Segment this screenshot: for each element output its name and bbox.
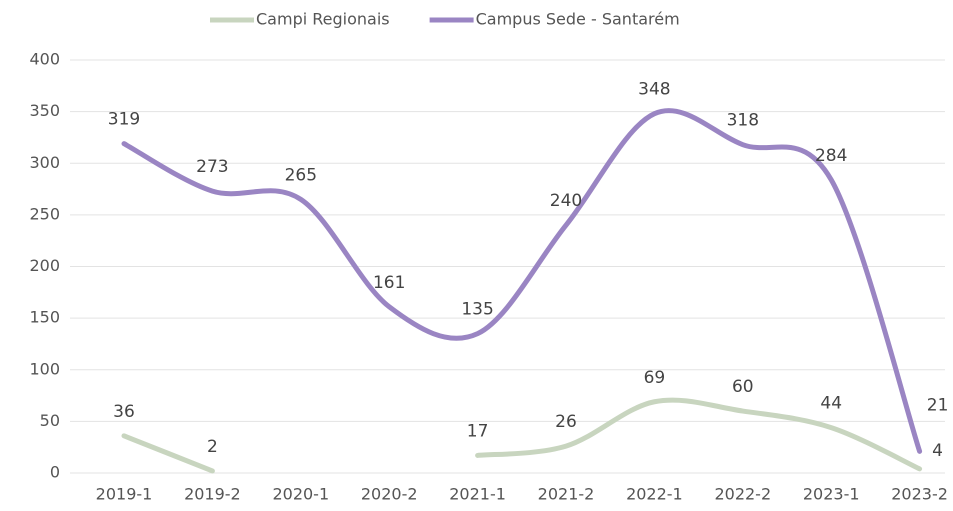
x-tick-label: 2020-1: [272, 485, 329, 504]
data-label: 318: [727, 111, 759, 131]
series-line: [121, 108, 923, 454]
x-tick-label: 2021-1: [449, 485, 506, 504]
y-tick-label: 350: [29, 101, 60, 120]
legend-label: Campi Regionais: [256, 10, 390, 29]
y-tick-label: 400: [29, 50, 60, 69]
data-label: 161: [373, 273, 405, 293]
data-label: 273: [196, 157, 228, 177]
data-label: 284: [815, 146, 847, 166]
y-tick-label: 0: [50, 463, 60, 482]
data-label: 17: [467, 421, 489, 441]
y-tick-label: 50: [40, 411, 60, 430]
data-label: 348: [638, 80, 670, 100]
x-tick-label: 2019-2: [184, 485, 241, 504]
data-label: 135: [461, 300, 493, 320]
x-tick-label: 2023-1: [803, 485, 860, 504]
x-tick-label: 2022-2: [714, 485, 771, 504]
data-label: 319: [108, 110, 140, 130]
data-label: 2: [207, 437, 218, 457]
x-tick-label: 2020-2: [361, 485, 418, 504]
x-tick-label: 2022-1: [626, 485, 683, 504]
y-tick-label: 250: [29, 204, 60, 223]
x-tick-label: 2021-2: [538, 485, 595, 504]
y-tick-label: 100: [29, 359, 60, 378]
data-label: 4: [932, 441, 943, 461]
data-label: 240: [550, 191, 582, 211]
data-label: 60: [732, 377, 754, 397]
data-label: 265: [285, 165, 317, 185]
y-tick-label: 150: [29, 308, 60, 327]
y-tick-label: 300: [29, 153, 60, 172]
y-tick-label: 200: [29, 256, 60, 275]
data-label: 36: [113, 402, 135, 422]
x-tick-label: 2019-1: [96, 485, 153, 504]
series-line: [121, 397, 923, 474]
legend-label: Campus Sede - Santarém: [476, 10, 680, 29]
data-label: 44: [820, 394, 842, 414]
data-label: 21: [927, 395, 949, 415]
data-label: 26: [555, 412, 577, 432]
data-label: 69: [644, 368, 666, 388]
x-tick-label: 2023-2: [891, 485, 948, 504]
